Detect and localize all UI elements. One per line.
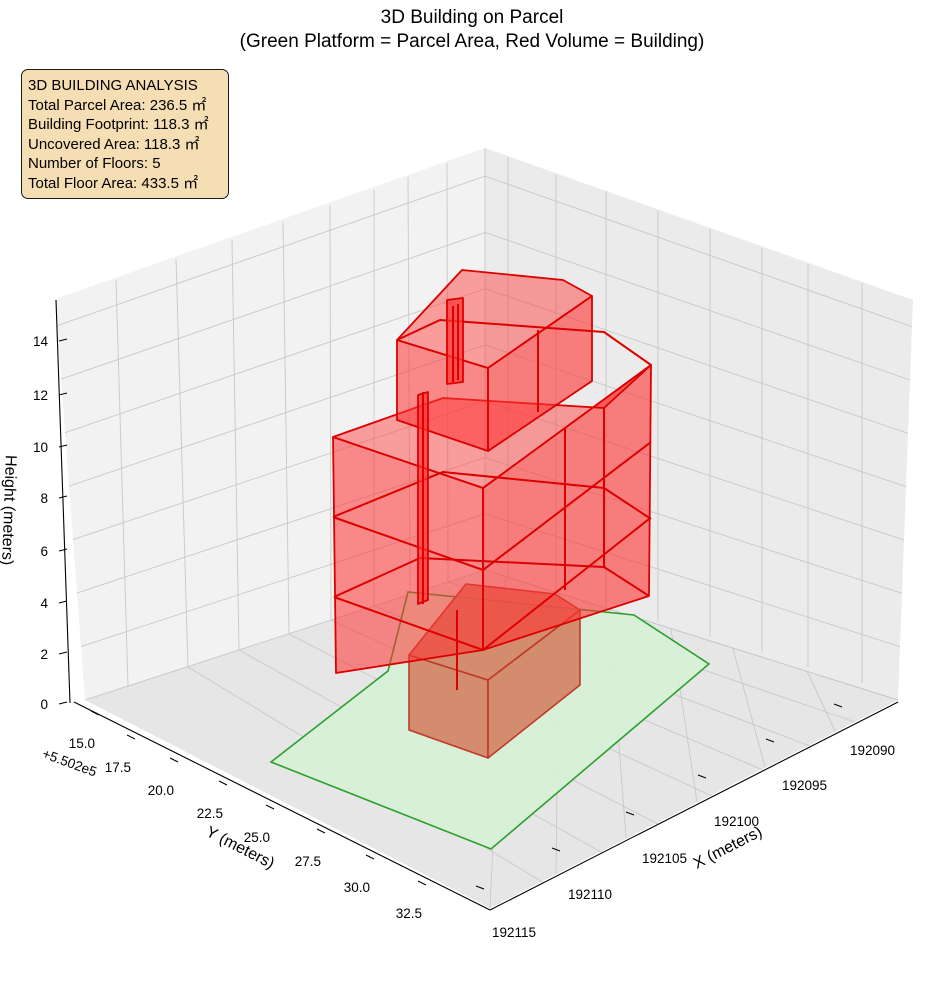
grid-line	[60, 231, 486, 380]
grid-line	[484, 400, 905, 541]
z-tick-mark	[58, 444, 68, 448]
info-footprint: Building Footprint: 118.3 ㎡	[28, 116, 209, 134]
grid-line	[56, 175, 486, 327]
axis-lines	[55, 299, 899, 911]
x-tick-label: 192115	[492, 925, 536, 940]
z-tick-label: 8	[40, 491, 48, 506]
y-tick-label: 22.5	[197, 806, 223, 821]
grid-line	[231, 239, 240, 651]
grid-line	[175, 258, 189, 668]
chart-subtitle: (Green Platform = Parcel Area, Red Volum…	[239, 31, 705, 52]
x-tick-label: 192100	[714, 814, 759, 829]
x-tick-mark	[475, 885, 485, 890]
y-tick-label: 20.0	[148, 783, 174, 798]
y-axis-ticks: 15.0 17.5 20.0 22.5 25.0 27.5 30.0 32.5	[69, 710, 427, 921]
z-axis-line	[55, 299, 71, 704]
y-tick-label: 27.5	[295, 854, 321, 869]
grid-line	[484, 175, 913, 328]
y-tick-mark	[265, 804, 275, 810]
x-tick-label: 192105	[642, 851, 687, 866]
info-floors: Number of Floors: 5	[28, 155, 161, 173]
y-tick-mark	[169, 757, 179, 763]
grid-line	[64, 288, 486, 434]
x-axis-line	[489, 701, 899, 911]
floor-line-4	[396, 318, 652, 366]
building-volume	[332, 269, 652, 759]
floor-line-3	[332, 441, 652, 572]
grid-line	[282, 221, 290, 635]
core-shaft	[446, 297, 464, 385]
y-axis-line	[73, 701, 491, 911]
block-upper-top	[396, 269, 593, 369]
z-tick-mark	[58, 495, 68, 499]
y-tick-mark	[90, 710, 100, 716]
y-tick-mark	[316, 828, 326, 834]
y-tick-mark	[417, 880, 427, 886]
z-tick-label: 4	[40, 596, 48, 611]
x-axis-ticks: 192090 192095 192100 192105 192110 192115	[475, 703, 895, 940]
info-title: 3D BUILDING ANALYSIS	[28, 77, 198, 94]
x-tick-mark	[697, 774, 707, 779]
z-tick-label: 10	[33, 440, 48, 455]
z-tick-mark	[58, 701, 68, 705]
floor-line-3-back	[332, 470, 652, 520]
info-floor-area: Total Floor Area: 433.5 ㎡	[28, 174, 199, 192]
info-uncovered: Uncovered Area: 118.3 ㎡	[28, 135, 200, 153]
x-axis-label: X (meters)	[691, 823, 765, 872]
z-tick-mark	[58, 548, 68, 552]
z-tick-mark	[58, 600, 68, 604]
grid-line	[484, 288, 909, 434]
x-tick-mark	[833, 703, 843, 708]
y-offset-label: +5.502e5	[40, 746, 98, 779]
floor-line-2-back	[333, 556, 650, 598]
z-tick-mark	[58, 392, 68, 396]
y-tick-mark	[126, 734, 136, 740]
x-tick-label: 192095	[782, 778, 827, 793]
y-tick-label: 30.0	[344, 880, 370, 895]
z-tick-label: 0	[40, 697, 48, 712]
x-tick-mark	[765, 738, 775, 743]
y-tick-label: 25.0	[244, 830, 270, 845]
grid-line	[732, 647, 766, 768]
y-tick-label: 32.5	[396, 906, 422, 921]
z-axis-label: Height (meters)	[0, 455, 19, 566]
y-tick-label: 15.0	[69, 736, 95, 751]
floor-line-2	[333, 518, 650, 652]
grid-line	[329, 204, 332, 621]
x-tick-mark	[551, 847, 561, 852]
y-tick-label: 17.5	[105, 760, 131, 775]
analysis-info-box: 3D BUILDING ANALYSIS Total Parcel Area: …	[21, 69, 229, 199]
x-tick-mark	[625, 811, 635, 816]
grid-line	[806, 671, 836, 732]
y-tick-mark	[365, 854, 375, 860]
x-tick-label: 192090	[850, 743, 895, 758]
z-tick-label: 12	[33, 388, 48, 403]
z-tick-label: 14	[33, 334, 49, 349]
chart-title: 3D Building on Parcel	[380, 7, 564, 28]
grid-line	[484, 231, 911, 381]
z-tick-mark	[58, 338, 68, 342]
z-axis-ticks: 0 2 4 6 8 10 12 14	[33, 334, 68, 712]
z-tick-mark	[58, 651, 68, 655]
grid-line	[115, 279, 129, 687]
x-tick-label: 192110	[568, 887, 612, 902]
z-tick-label: 2	[40, 647, 48, 662]
info-parcel-area: Total Parcel Area: 236.5 ㎡	[28, 96, 207, 114]
z-tick-label: 6	[40, 544, 48, 559]
y-tick-mark	[218, 780, 228, 786]
